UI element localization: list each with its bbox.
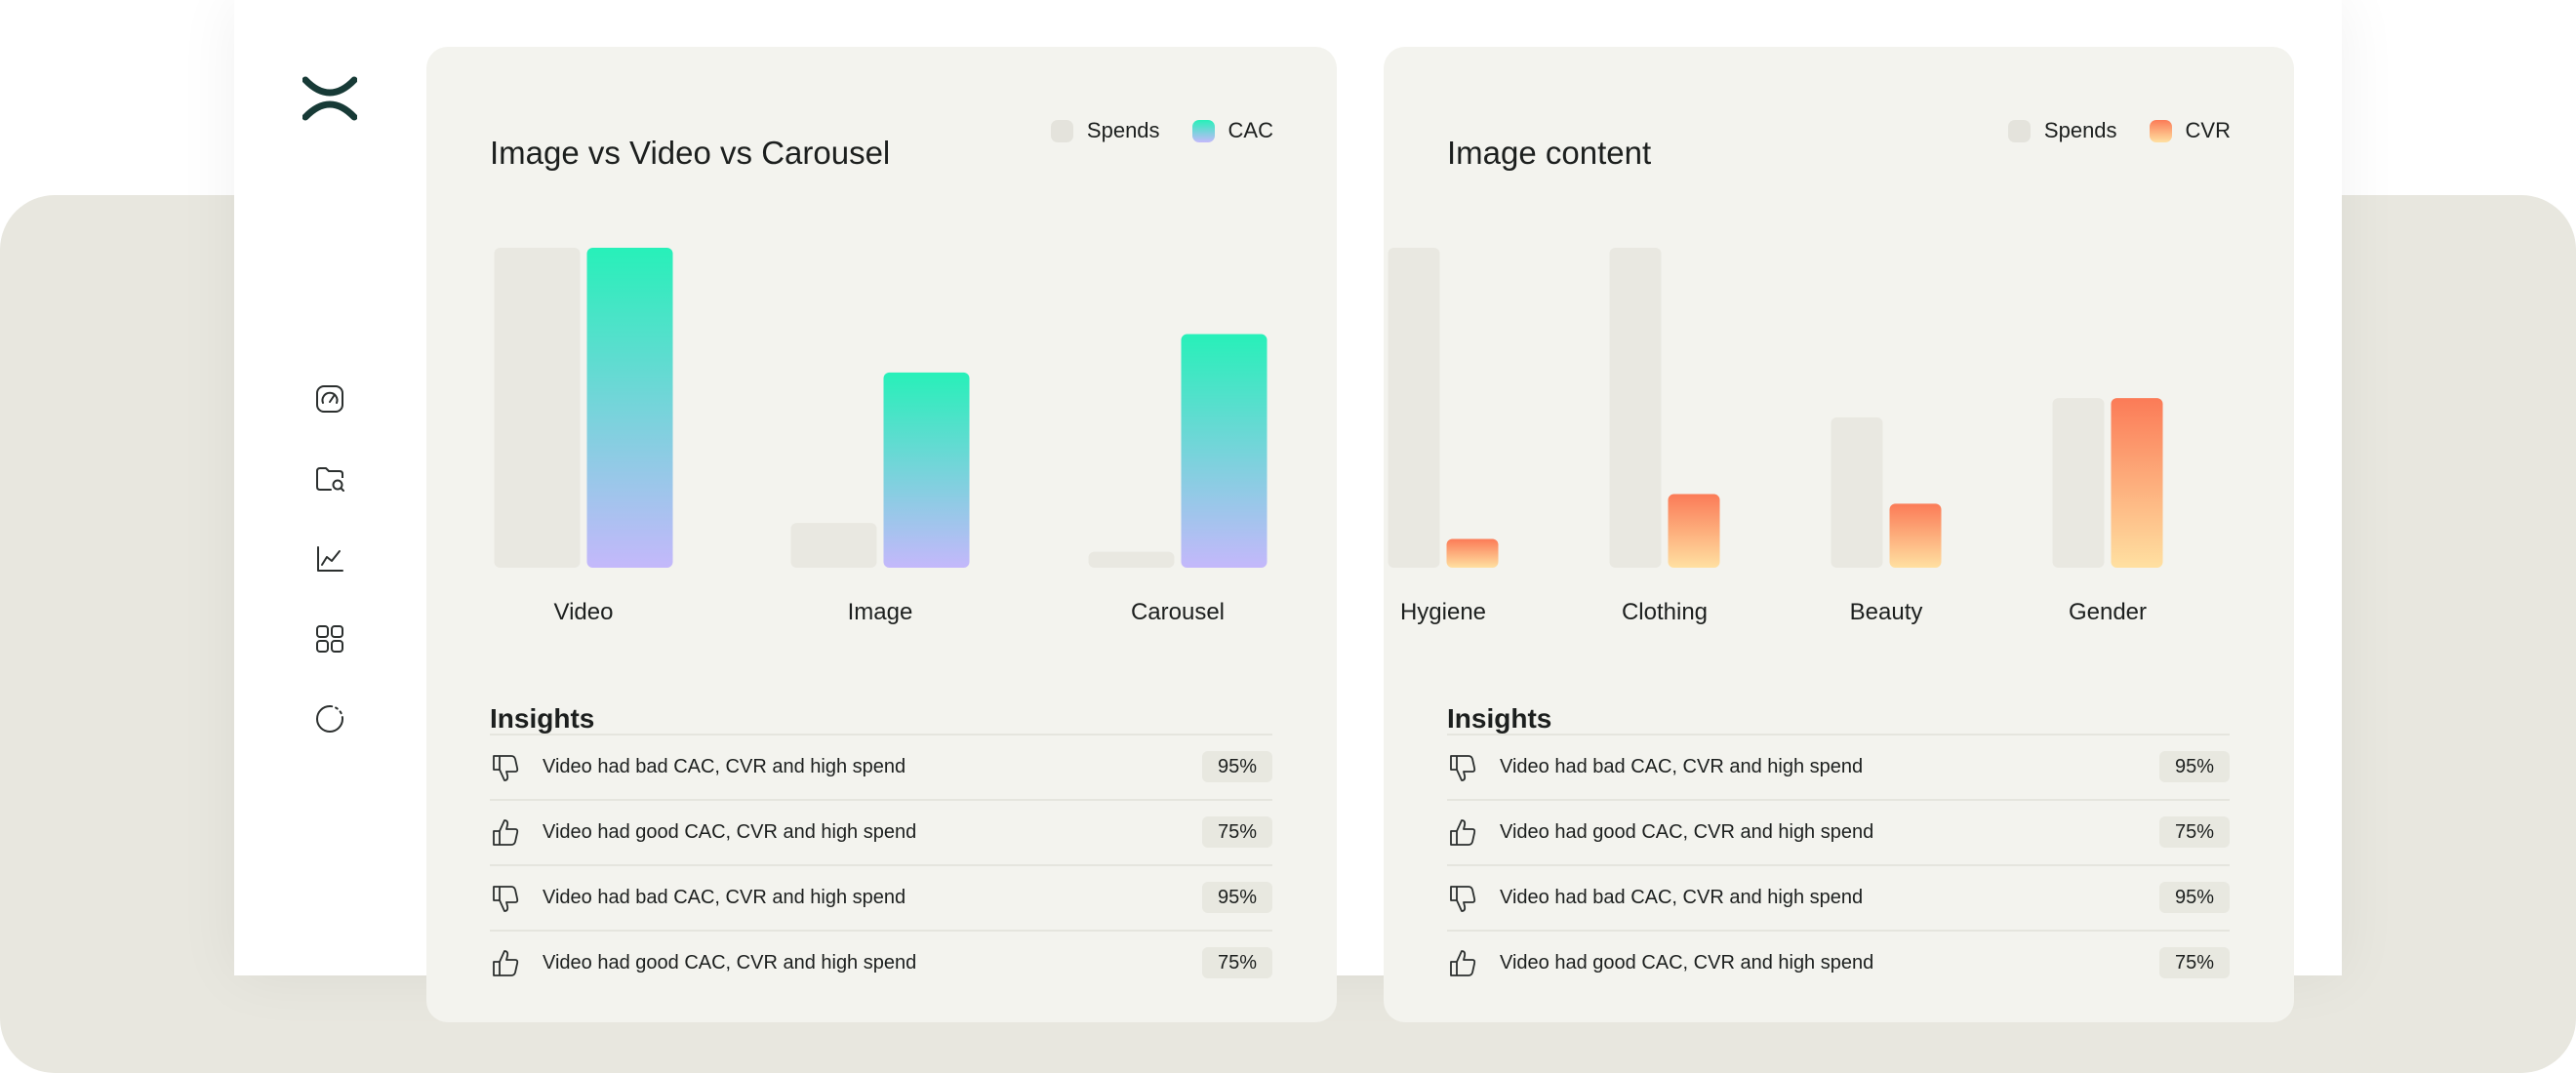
thumbs-up-icon bbox=[1447, 816, 1480, 850]
x-tick-label-image: Image bbox=[848, 599, 913, 625]
grid-icon bbox=[316, 625, 343, 653]
insight-text: Video had good CAC, CVR and high spend bbox=[1500, 821, 1874, 843]
legend-label: CAC bbox=[1228, 118, 1273, 142]
brand-logo bbox=[302, 76, 358, 121]
x-tick-label-gender: Gender bbox=[2069, 599, 2147, 625]
insight-text: Video had good CAC, CVR and high spend bbox=[543, 821, 917, 843]
thumbs-up-icon bbox=[490, 816, 523, 850]
x-tick-label-hygiene: Hygiene bbox=[1400, 599, 1486, 625]
insight-score-badge: 75% bbox=[2159, 947, 2230, 978]
bar-cac-video bbox=[586, 248, 673, 568]
loading-circle-icon bbox=[316, 705, 343, 733]
sidebar-item-analytics[interactable] bbox=[310, 539, 349, 578]
bar-spends-hygiene bbox=[1388, 248, 1440, 568]
legend-label: Spends bbox=[2043, 118, 2117, 142]
legend-item-spends: Spends bbox=[1050, 118, 1160, 143]
legend-item-cvr: CVR bbox=[2149, 118, 2231, 143]
legend-swatch-cac bbox=[1191, 119, 1215, 142]
insight-score-badge: 95% bbox=[1202, 882, 1272, 913]
bar-chart-format: Video Image Carousel bbox=[494, 248, 1268, 625]
sidebar-item-dashboard[interactable] bbox=[310, 379, 349, 418]
insights-heading: Insights bbox=[490, 703, 595, 734]
chart-card-format: Video Image Carousel Image vs Video vs Car… bbox=[426, 47, 1337, 1022]
bar-spends-beauty bbox=[1831, 417, 1883, 568]
chart-card-image-content: Hygiene Clothing Beauty Gender Image conten… bbox=[1384, 47, 2294, 1022]
bar-cac-carousel bbox=[1181, 334, 1268, 568]
insight-row[interactable]: Video had good CAC, CVR and high spend 7… bbox=[1447, 930, 2230, 995]
line-chart-icon bbox=[317, 546, 343, 572]
bar-cac-image bbox=[883, 372, 970, 568]
insight-text: Video had bad CAC, CVR and high spend bbox=[1500, 756, 1864, 777]
insight-score-badge: 75% bbox=[1202, 947, 1272, 978]
insight-score-badge: 95% bbox=[2159, 751, 2230, 782]
insight-score-badge: 95% bbox=[1202, 751, 1272, 782]
insight-score-badge: 95% bbox=[2159, 882, 2230, 913]
chart-title: Image vs Video vs Carousel bbox=[490, 135, 891, 172]
insights-heading: Insights bbox=[1447, 703, 1552, 734]
insight-text: Video had bad CAC, CVR and high spend bbox=[543, 756, 906, 777]
insight-row[interactable]: Video had bad CAC, CVR and high spend 95… bbox=[1447, 864, 2230, 930]
legend-label: Spends bbox=[1086, 118, 1160, 142]
thumbs-down-icon bbox=[490, 882, 523, 915]
app-window: Video Image Carousel Image vs Video vs Car… bbox=[234, 0, 2342, 1022]
sidebar-item-explore[interactable] bbox=[310, 459, 349, 498]
bar-cvr-clothing bbox=[1668, 494, 1720, 568]
insight-text: Video had good CAC, CVR and high spend bbox=[543, 952, 917, 974]
legend-label: CVR bbox=[2185, 118, 2231, 142]
chart-title: Image content bbox=[1447, 135, 1652, 172]
insight-row[interactable]: Video had bad CAC, CVR and high spend 95… bbox=[490, 864, 1272, 930]
thumbs-down-icon bbox=[1447, 751, 1480, 784]
insight-score-badge: 75% bbox=[2159, 816, 2230, 848]
thumbs-up-icon bbox=[1447, 947, 1480, 980]
insight-row[interactable]: Video had good CAC, CVR and high spend 7… bbox=[490, 930, 1272, 995]
legend-swatch-spends bbox=[2007, 119, 2031, 142]
insight-text: Video had good CAC, CVR and high spend bbox=[1500, 952, 1874, 974]
bar-spends-gender bbox=[2052, 398, 2105, 568]
bar-spends-carousel bbox=[1088, 551, 1175, 568]
bar-cvr-beauty bbox=[1889, 503, 1942, 568]
x-tick-label-beauty: Beauty bbox=[1850, 599, 1923, 625]
legend-item-cac: CAC bbox=[1191, 118, 1273, 143]
thumbs-up-icon bbox=[490, 947, 523, 980]
x-tick-label-clothing: Clothing bbox=[1622, 599, 1708, 625]
insight-text: Video had bad CAC, CVR and high spend bbox=[1500, 887, 1864, 908]
legend-item-spends: Spends bbox=[2007, 118, 2117, 143]
bar-spends-video bbox=[494, 248, 581, 568]
insight-text: Video had bad CAC, CVR and high spend bbox=[543, 887, 906, 908]
insight-score-badge: 75% bbox=[1202, 816, 1272, 848]
legend-swatch-cvr bbox=[2149, 119, 2172, 142]
bar-cvr-gender bbox=[2111, 398, 2163, 568]
insights-list: Video had bad CAC, CVR and high spend 95… bbox=[490, 734, 1272, 995]
x-tick-label-carousel: Carousel bbox=[1131, 599, 1225, 625]
insight-row[interactable]: Video had bad CAC, CVR and high spend 95… bbox=[1447, 734, 2230, 799]
sidebar bbox=[234, 0, 426, 975]
legend-swatch-spends bbox=[1050, 119, 1073, 142]
folder-search-icon bbox=[316, 467, 344, 492]
chart-legend: Spends CVR bbox=[1976, 118, 2231, 143]
sidebar-item-sync[interactable] bbox=[310, 699, 349, 738]
thumbs-down-icon bbox=[1447, 882, 1480, 915]
bar-cvr-hygiene bbox=[1446, 538, 1499, 568]
thumbs-down-icon bbox=[490, 751, 523, 784]
insight-row[interactable]: Video had good CAC, CVR and high spend 7… bbox=[1447, 799, 2230, 864]
chart-legend: Spends CAC bbox=[1019, 118, 1273, 143]
insight-row[interactable]: Video had good CAC, CVR and high spend 7… bbox=[490, 799, 1272, 864]
sidebar-item-apps[interactable] bbox=[310, 619, 349, 658]
bar-spends-clothing bbox=[1609, 248, 1662, 568]
insight-row[interactable]: Video had bad CAC, CVR and high spend 95… bbox=[490, 734, 1272, 799]
gauge-icon bbox=[316, 385, 343, 413]
insights-list: Video had bad CAC, CVR and high spend 95… bbox=[1447, 734, 2230, 995]
x-tick-label-video: Video bbox=[554, 599, 614, 625]
bar-spends-image bbox=[790, 523, 877, 568]
bar-chart-image-content: Hygiene Clothing Beauty Gender bbox=[1388, 248, 2163, 625]
